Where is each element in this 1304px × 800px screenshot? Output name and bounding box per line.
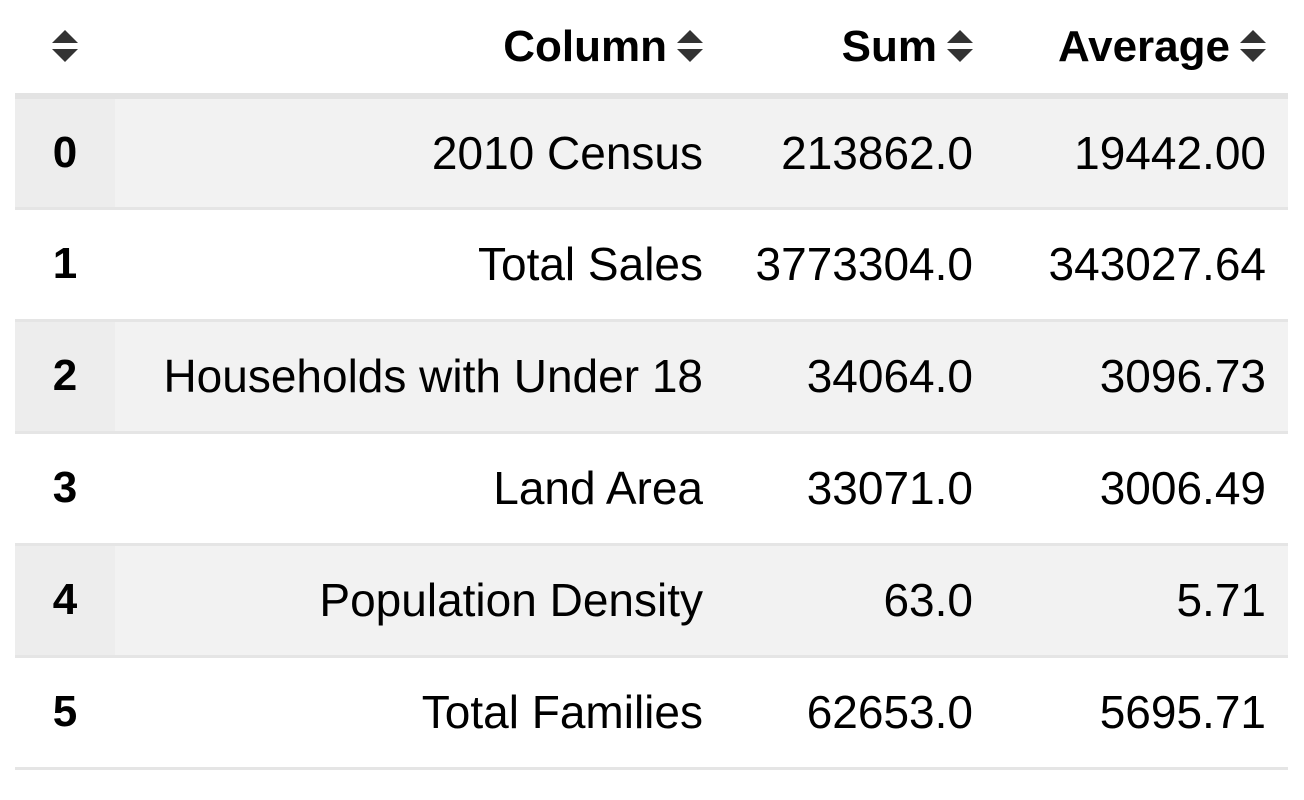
cell-column: Households with Under 18 xyxy=(115,320,725,432)
cell-sum: 33071.0 xyxy=(725,432,995,544)
row-index: 0 xyxy=(15,96,115,208)
sort-up-down-icon[interactable] xyxy=(675,28,705,64)
header-sum-label: Sum xyxy=(841,21,937,71)
cell-average: 19442.00 xyxy=(995,96,1288,208)
table-row: 0 2010 Census 213862.0 19442.00 xyxy=(15,96,1288,208)
sort-up-down-icon[interactable] xyxy=(50,28,80,64)
table-row: 2 Households with Under 18 34064.0 3096.… xyxy=(15,320,1288,432)
cell-column: 2010 Census xyxy=(115,96,725,208)
data-table-container: Column Sum Average 0 20 xyxy=(15,0,1288,770)
table-row: 3 Land Area 33071.0 3006.49 xyxy=(15,432,1288,544)
cell-average: 3096.73 xyxy=(995,320,1288,432)
cell-column: Land Area xyxy=(115,432,725,544)
cell-average: 343027.64 xyxy=(995,208,1288,320)
header-average-label: Average xyxy=(1057,21,1230,71)
cell-column: Population Density xyxy=(115,544,725,656)
table-row: 5 Total Families 62653.0 5695.71 xyxy=(15,656,1288,768)
row-index: 2 xyxy=(15,320,115,432)
cell-column: Total Sales xyxy=(115,208,725,320)
header-row: Column Sum Average xyxy=(15,0,1288,99)
row-index: 5 xyxy=(15,656,115,768)
header-index[interactable] xyxy=(15,0,115,99)
table-row: 4 Population Density 63.0 5.71 xyxy=(15,544,1288,656)
table-header: Column Sum Average xyxy=(15,0,1288,99)
cell-column: Total Families xyxy=(115,656,725,768)
row-index: 3 xyxy=(15,432,115,544)
cell-average: 5.71 xyxy=(995,544,1288,656)
sort-up-down-icon[interactable] xyxy=(1238,28,1268,64)
cell-average: 3006.49 xyxy=(995,432,1288,544)
header-average[interactable]: Average xyxy=(995,0,1288,99)
row-index: 4 xyxy=(15,544,115,656)
header-column[interactable]: Column xyxy=(115,0,725,99)
header-sum[interactable]: Sum xyxy=(725,0,995,99)
header-column-label: Column xyxy=(503,21,667,71)
cell-sum: 63.0 xyxy=(725,544,995,656)
data-table: Column Sum Average 0 20 xyxy=(15,0,1288,770)
table-row: 1 Total Sales 3773304.0 343027.64 xyxy=(15,208,1288,320)
cell-sum: 3773304.0 xyxy=(725,208,995,320)
sort-up-down-icon[interactable] xyxy=(945,28,975,64)
cell-average: 5695.71 xyxy=(995,656,1288,768)
cell-sum: 62653.0 xyxy=(725,656,995,768)
cell-sum: 34064.0 xyxy=(725,320,995,432)
table-body: 0 2010 Census 213862.0 19442.00 1 Total … xyxy=(15,96,1288,768)
cell-sum: 213862.0 xyxy=(725,96,995,208)
row-index: 1 xyxy=(15,208,115,320)
